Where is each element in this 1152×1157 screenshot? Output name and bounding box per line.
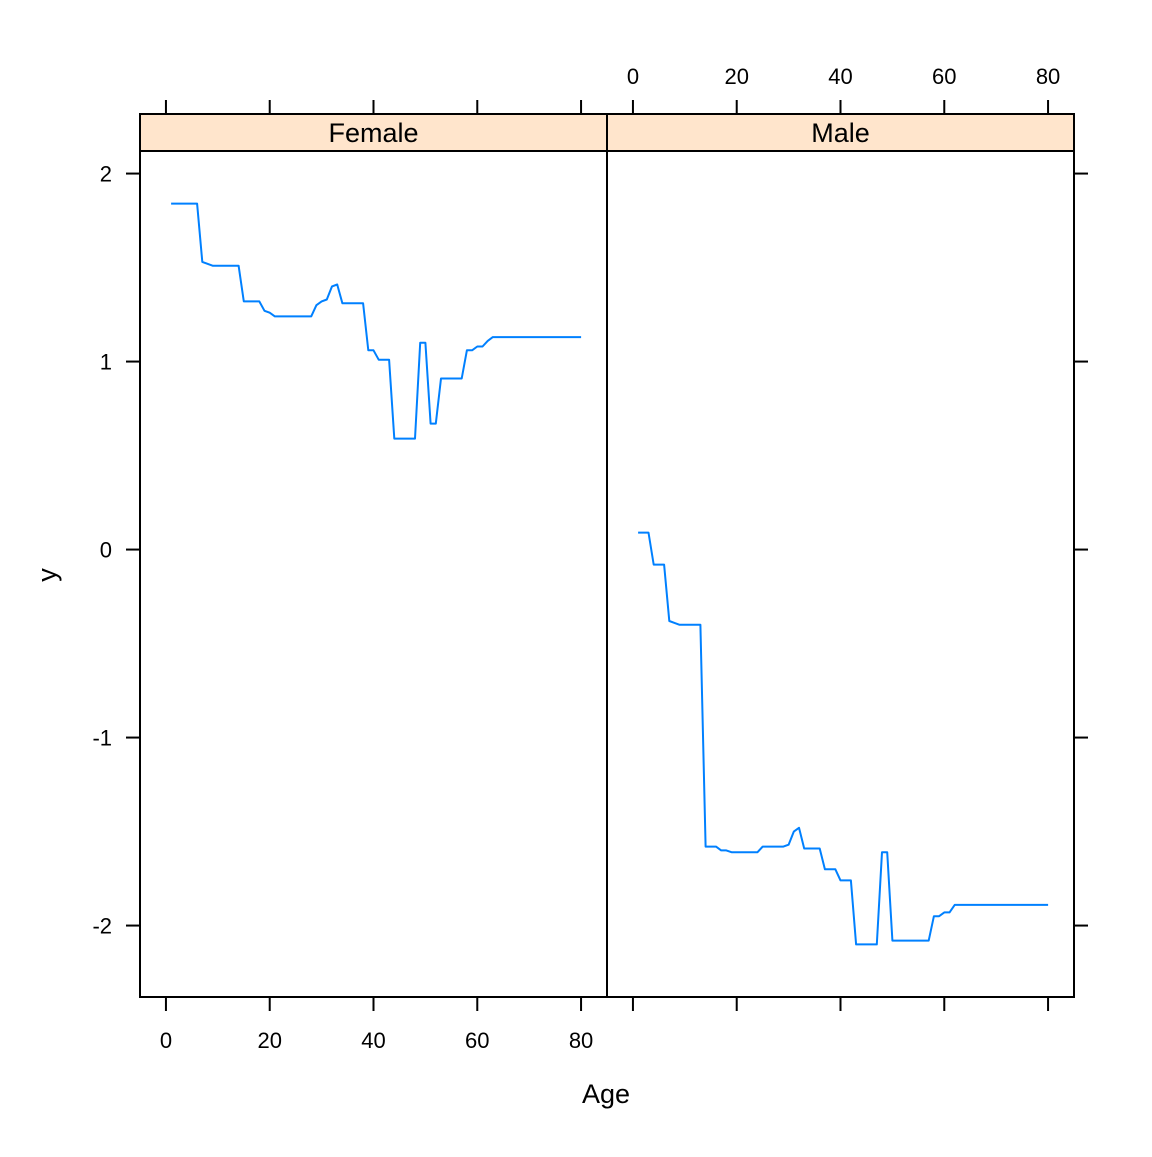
panels-layer: Female Male bbox=[139, 113, 1075, 998]
x-tick-label: 20 bbox=[257, 1028, 281, 1053]
y-tick-label: -1 bbox=[92, 726, 112, 751]
y-tick-label: 2 bbox=[100, 162, 112, 187]
strip-background bbox=[606, 113, 1075, 152]
x-tick-label: 0 bbox=[627, 64, 639, 89]
y-tick-label: 0 bbox=[100, 538, 112, 563]
x-tick-label: 20 bbox=[724, 64, 748, 89]
series-line bbox=[638, 531, 1049, 946]
axes-layer: 0 20 40 60 80 0 20 40 60 80 -2 -1 0 1 2 bbox=[92, 64, 1088, 1053]
x-tick-label: 80 bbox=[1036, 64, 1060, 89]
panel-male: Male bbox=[606, 113, 1075, 998]
x-axis-title: Age bbox=[582, 1079, 630, 1109]
y-tick-label: -2 bbox=[92, 914, 112, 939]
x-tick-label: 40 bbox=[361, 1028, 385, 1053]
x-tick-label: 80 bbox=[569, 1028, 593, 1053]
x-tick-label: 40 bbox=[828, 64, 852, 89]
x-tick-label: 60 bbox=[932, 64, 956, 89]
x-tick-label: 60 bbox=[465, 1028, 489, 1053]
y-tick-label: 1 bbox=[100, 350, 112, 375]
panel-female: Female bbox=[139, 113, 608, 998]
y-axis-title: y bbox=[32, 568, 62, 582]
series-line bbox=[171, 202, 582, 440]
panel-frame bbox=[139, 150, 608, 998]
strip-label: Female bbox=[328, 118, 418, 148]
panel-frame bbox=[606, 150, 1075, 998]
x-tick-label: 0 bbox=[160, 1028, 172, 1053]
strip-label: Male bbox=[811, 118, 870, 148]
strip-background bbox=[139, 113, 608, 152]
